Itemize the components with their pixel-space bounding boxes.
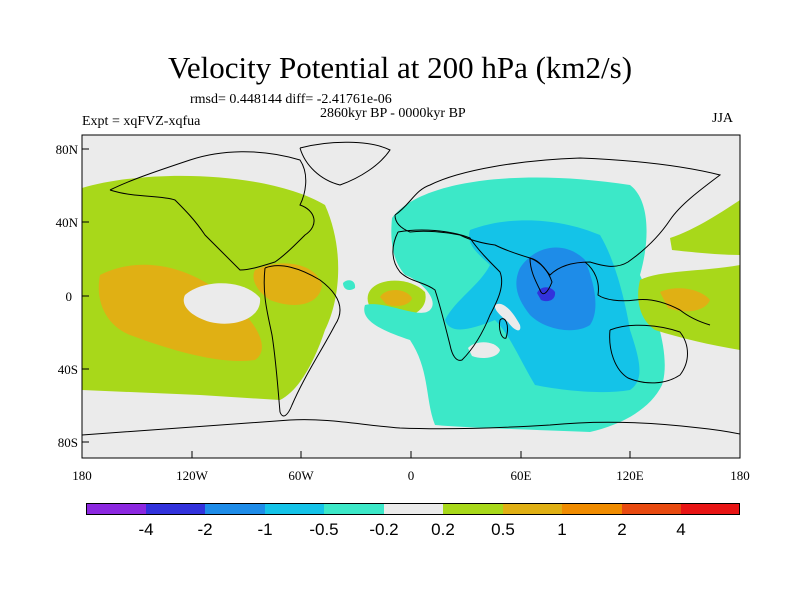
- lon-tick-labels: 180 120W 60W 0 60E 120E 180: [72, 468, 750, 483]
- lon-tick-label: 180: [72, 468, 92, 483]
- colorbar-label: -0.2: [359, 520, 409, 540]
- colorbar-swatch: [622, 503, 681, 515]
- colorbar-label: 2: [597, 520, 647, 540]
- colorbar-label: -2: [180, 520, 230, 540]
- lon-tick-label: 120W: [176, 468, 209, 483]
- colorbar-swatch: [324, 503, 384, 515]
- colorbar-swatch: [384, 503, 443, 515]
- colorbar-label: 0.2: [418, 520, 468, 540]
- lon-tick-label: 120E: [616, 468, 644, 483]
- lat-tick-label: 80N: [56, 142, 79, 157]
- colorbar-swatch: [86, 503, 146, 515]
- colorbar-label: 4: [656, 520, 706, 540]
- lon-tick-label: 180: [730, 468, 750, 483]
- lat-tick-label: 40N: [56, 215, 79, 230]
- lon-tick-label: 60E: [511, 468, 532, 483]
- colorbar-label: -4: [121, 520, 171, 540]
- colorbar-swatch: [205, 503, 265, 515]
- colorbar-label: -0.5: [299, 520, 349, 540]
- colorbar-swatch: [503, 503, 562, 515]
- map-field: [82, 135, 740, 458]
- lat-tick-label: 80S: [58, 435, 78, 450]
- lon-tick-label: 0: [408, 468, 415, 483]
- colorbar-swatch: [265, 503, 324, 515]
- colorbar-label: 0.5: [478, 520, 528, 540]
- lon-tick-label: 60W: [288, 468, 314, 483]
- lat-tick-label: 0: [66, 289, 73, 304]
- colorbar-swatch: [681, 503, 740, 515]
- lat-tick-label: 40S: [58, 362, 78, 377]
- lat-tick-labels: 80N 40N 0 40S 80S: [56, 142, 79, 450]
- colorbar-swatch: [443, 503, 503, 515]
- colorbar-swatch: [562, 503, 622, 515]
- colorbar-label: -1: [240, 520, 290, 540]
- colorbar-label: 1: [537, 520, 587, 540]
- colorbar-swatch: [146, 503, 205, 515]
